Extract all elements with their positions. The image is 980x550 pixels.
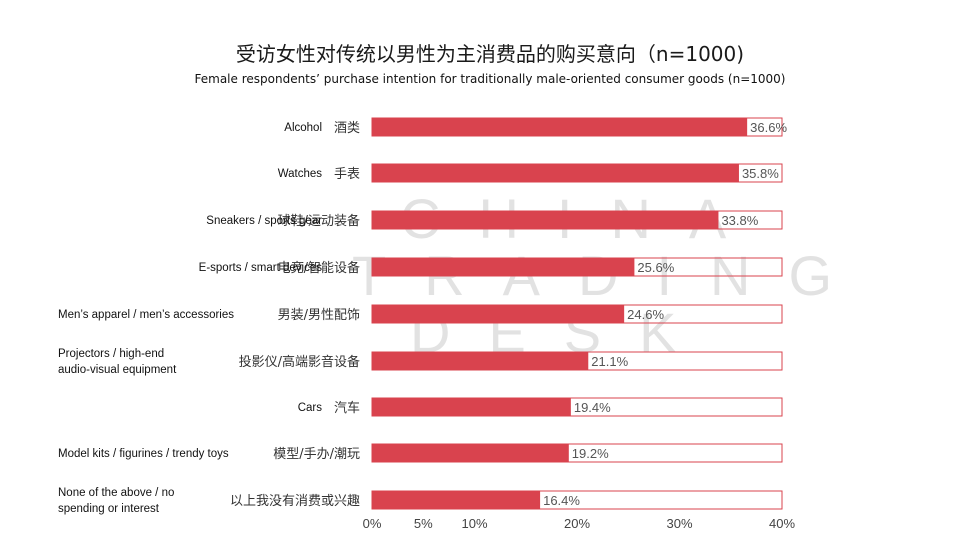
category-label-zh: 男装/男性配饰 [278, 308, 360, 323]
category-label-en: E-sports / smart devices [199, 262, 323, 274]
category-label-en: Watches [278, 168, 323, 180]
category-label-zh: 手表 [334, 167, 360, 182]
category-label-zh: 酒类 [334, 121, 360, 136]
category-label-en: Cars [298, 402, 323, 414]
bar-value-label: 21.1% [591, 354, 628, 369]
bar-value-label: 24.6% [627, 307, 664, 322]
category-label-zh: 投影仪/高端影音设备 [239, 354, 360, 370]
bar [372, 118, 748, 136]
category-label-en: audio-visual equipment [58, 364, 177, 376]
category-label-zh: 汽车 [334, 400, 360, 416]
category-label-en: None of the above / no [58, 487, 174, 499]
bar-value-label: 35.8% [742, 166, 779, 181]
category-label-en: Model kits / figurines / trendy toys [58, 448, 229, 460]
x-tick-label: 30% [666, 516, 692, 531]
x-tick-label: 40% [769, 516, 795, 531]
x-tick-label: 20% [564, 516, 590, 531]
category-label-en: Sneakers / sports gear [206, 215, 322, 227]
x-tick-label: 0% [363, 516, 382, 531]
bar [372, 211, 719, 229]
bar-value-label: 25.6% [637, 260, 674, 275]
chart-title: 受访女性对传统以男性为主消费品的购买意向（n=1000) [235, 42, 745, 66]
bar-value-label: 16.4% [543, 493, 580, 508]
bar [372, 258, 635, 276]
chart-subtitle: Female respondents’ purchase intention f… [194, 72, 786, 86]
category-label-en: Projectors / high-end [58, 348, 164, 360]
category-label-zh: 模型/手办/潮玩 [273, 447, 360, 462]
bar [372, 398, 571, 416]
category-label-en: Men’s apparel / men’s accessories [58, 309, 234, 321]
category-label-zh: 以上我没有消费或兴趣 [230, 494, 360, 509]
bar-value-label: 19.2% [572, 446, 609, 461]
x-tick-label: 5% [414, 516, 433, 531]
bar [372, 164, 739, 182]
x-tick-label: 10% [461, 516, 487, 531]
bar [372, 352, 589, 370]
bar [372, 491, 541, 509]
bar-value-label: 36.6% [750, 120, 787, 135]
category-label-zh: 电竞/智能设备 [278, 260, 360, 276]
category-label-zh: 球鞋/运动装备 [278, 213, 360, 229]
bar-value-label: 19.4% [574, 400, 611, 415]
bar-value-label: 33.8% [721, 213, 758, 228]
category-label-en: Alcohol [284, 122, 322, 134]
category-label-en: spending or interest [58, 503, 160, 515]
bar [372, 305, 625, 323]
bar [372, 444, 569, 462]
